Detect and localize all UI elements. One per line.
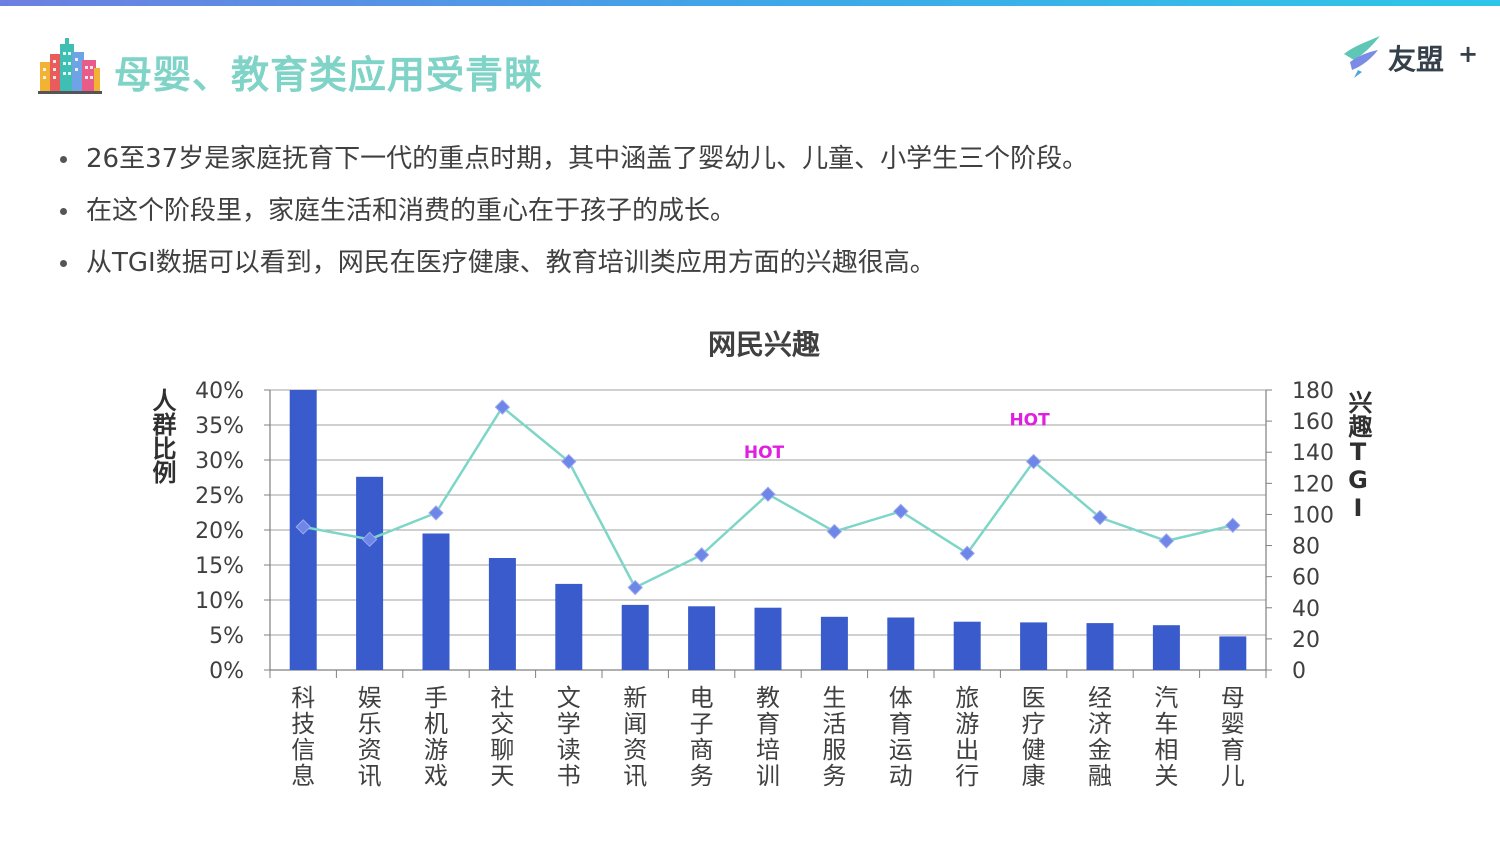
tgi-point (295, 519, 311, 535)
right-axis-tick-label: 80 (1292, 535, 1320, 560)
left-axis-label: 人群比例 (148, 388, 176, 484)
tgi-point (1025, 453, 1042, 470)
tgi-point (893, 503, 909, 520)
bar (1219, 636, 1247, 670)
tgi-point (959, 545, 975, 562)
x-axis-category-label: 经济金融 (1088, 684, 1112, 790)
x-axis-category-label: 文学读书 (557, 684, 581, 790)
tgi-point (1092, 509, 1108, 526)
bar (754, 607, 782, 670)
right-axis-tick-label: 140 (1292, 441, 1334, 466)
left-axis-tick-label: 10% (195, 589, 244, 614)
x-axis-category-label: 母婴育儿 (1221, 684, 1245, 790)
tgi-point (494, 399, 511, 415)
brand-plus: + (1458, 40, 1479, 68)
tgi-point (361, 531, 378, 548)
right-axis-tick-label: 180 (1292, 379, 1334, 404)
bar (1086, 623, 1114, 670)
bar (953, 621, 981, 670)
tgi-point (826, 523, 843, 540)
left-axis-tick-label: 0% (209, 659, 244, 684)
right-axis-label: 兴趣TGI (1344, 390, 1372, 522)
tgi-point (693, 547, 710, 563)
x-axis-category-label: 体育运动 (889, 684, 913, 790)
bullet-item: 26至37岁是家庭抚育下一代的重点时期，其中涵盖了婴幼儿、儿童、小学生三个阶段。 (56, 136, 1476, 188)
x-axis-category-label: 教育培训 (756, 684, 780, 790)
left-axis-tick-label: 30% (195, 449, 244, 474)
right-axis-tick-label: 100 (1292, 503, 1334, 528)
tgi-point (428, 505, 444, 521)
x-axis-category-label: 生活服务 (822, 684, 846, 790)
city-buildings-icon (38, 38, 102, 94)
x-axis-category-label: 汽车相关 (1154, 684, 1178, 790)
left-axis-tick-label: 25% (195, 484, 244, 509)
x-axis-category-label: 医疗健康 (1022, 684, 1046, 790)
top-accent-bar (0, 0, 1500, 6)
right-axis-tick-label: 40 (1292, 597, 1320, 622)
brand-bird-icon (1344, 36, 1380, 78)
bar (1020, 622, 1048, 670)
hot-annotation: HOT (1009, 411, 1050, 431)
left-axis-tick-label: 5% (209, 624, 244, 649)
right-axis-tick-label: 0 (1292, 659, 1306, 684)
tgi-point (1158, 533, 1175, 549)
tgi-point (760, 486, 776, 502)
bullet-item: 从TGI数据可以看到，网民在医疗健康、教育培训类应用方面的兴趣很高。 (56, 240, 1476, 292)
right-axis-tick-label: 120 (1292, 472, 1334, 497)
page-title: 母婴、教育类应用受青睐 (114, 53, 544, 97)
right-axis-tick-label: 60 (1292, 566, 1320, 591)
interest-chart: 网民兴趣 0% 5% 10% 15% 20% 25% 30% 35% 40% 0 20 40 60 80 10… (195, 328, 1334, 790)
bar (887, 617, 915, 670)
x-axis-category-label: 科技信息 (291, 684, 315, 790)
right-axis-tick-label: 20 (1292, 628, 1320, 653)
left-axis-tick-label: 15% (195, 554, 244, 579)
bar (488, 558, 516, 670)
bar (422, 533, 450, 670)
bar (1152, 625, 1180, 670)
tgi-point (627, 579, 643, 596)
right-axis-tick-label: 160 (1292, 410, 1334, 435)
bullet-list: 26至37岁是家庭抚育下一代的重点时期，其中涵盖了婴幼儿、儿童、小学生三个阶段。… (56, 136, 1476, 292)
chart-title: 网民兴趣 (708, 328, 820, 361)
bar (555, 583, 583, 670)
bar (621, 604, 649, 670)
brand-name: 友盟 (1388, 43, 1445, 76)
left-axis-tick-label: 20% (195, 519, 244, 544)
x-axis-category-label: 新闻资讯 (623, 684, 647, 790)
x-axis-category-label: 娱乐资讯 (358, 684, 382, 790)
tgi-point (561, 453, 577, 470)
bar (688, 606, 716, 670)
bullet-item: 在这个阶段里，家庭生活和消费的重心在于孩子的成长。 (56, 188, 1476, 240)
brand-logo-block: 友盟 + (1340, 32, 1480, 82)
x-axis-category-label: 电子商务 (690, 684, 714, 790)
x-axis-category-label: 手机游戏 (424, 684, 448, 790)
tgi-point (1225, 517, 1241, 534)
hot-annotation: HOT (744, 443, 785, 463)
x-axis-category-label: 社交聊天 (490, 684, 514, 790)
left-axis-tick-label: 40% (195, 379, 244, 404)
bar (820, 616, 848, 670)
x-axis-category-label: 旅游出行 (955, 684, 979, 790)
bar (356, 476, 384, 670)
left-axis-tick-label: 35% (195, 414, 244, 439)
